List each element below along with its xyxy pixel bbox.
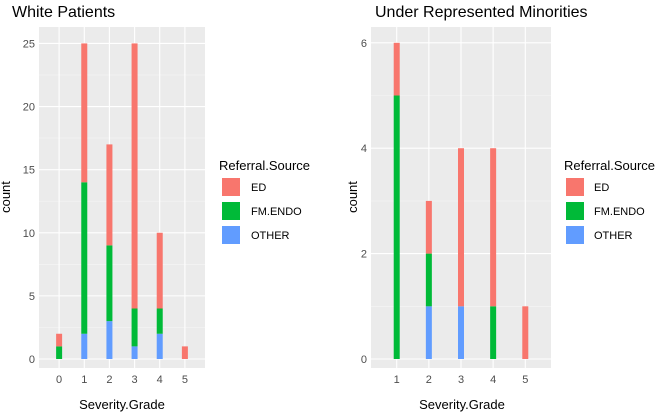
chart-title-minorities: Under Represented Minorities xyxy=(375,4,588,21)
bar-fm-endo-grade-4 xyxy=(490,306,497,359)
legend-swatch-ed xyxy=(566,178,584,196)
bar-other-grade-1 xyxy=(81,333,88,359)
bars xyxy=(393,42,529,359)
x-tick-label: 4 xyxy=(490,374,496,386)
legend-minorities: Referral.Source ED FM.ENDO OTHER xyxy=(564,158,655,244)
x-tick-label: 0 xyxy=(56,374,62,386)
bar-other-grade-3 xyxy=(131,346,138,359)
white-patients-chart: White Patients 0 5 10 15 20 25 0 1 2 3 4 5 Severit… xyxy=(0,4,205,412)
bar-ed-grade-1 xyxy=(81,43,88,183)
legend-label-other: OTHER xyxy=(251,230,290,242)
y-tick-label: 6 xyxy=(361,38,367,50)
bar-ed-grade-2 xyxy=(106,144,113,246)
y-tick-label: 10 xyxy=(23,228,35,240)
x-tick-label: 2 xyxy=(426,374,432,386)
y-tick-label: 20 xyxy=(23,102,35,114)
x-axis-label: Severity.Grade xyxy=(419,397,505,412)
legend-label-fm-endo: FM.ENDO xyxy=(251,206,302,218)
bar-fm-endo-grade-3 xyxy=(131,308,138,347)
bar-ed-grade-5 xyxy=(181,346,188,359)
legend-white-patients: Referral.Source ED FM.ENDO OTHER xyxy=(219,158,310,244)
legend-label-ed: ED xyxy=(594,182,609,194)
x-tick-label: 3 xyxy=(132,374,138,386)
bar-fm-endo-grade-2 xyxy=(425,253,432,307)
bar-fm-endo-grade-1 xyxy=(81,182,88,334)
bar-other-grade-2 xyxy=(425,306,432,359)
legend-swatch-other xyxy=(566,226,584,244)
bar-ed-grade-5 xyxy=(522,306,529,359)
legend-label-ed: ED xyxy=(251,182,266,194)
y-tick-label: 15 xyxy=(23,165,35,177)
legend-title: Referral.Source xyxy=(564,158,655,173)
y-tick-labels: 0 2 4 6 xyxy=(361,38,367,366)
bar-other-grade-3 xyxy=(458,306,464,359)
bar-ed-grade-3 xyxy=(131,43,138,309)
bar-fm-endo-grade-4 xyxy=(156,308,163,334)
y-axis-label: count xyxy=(345,181,360,213)
bar-ed-grade-4 xyxy=(156,232,163,309)
x-tick-labels: 0 1 2 3 4 5 xyxy=(56,374,188,386)
y-tick-label: 5 xyxy=(29,291,35,303)
x-tick-label: 1 xyxy=(81,374,87,386)
x-tick-label: 5 xyxy=(182,374,188,386)
bar-other-grade-4 xyxy=(156,333,163,359)
chart-title-white-patients: White Patients xyxy=(12,4,115,21)
bar-fm-endo-grade-1 xyxy=(393,95,400,359)
x-tick-label: 5 xyxy=(522,374,528,386)
x-tick-label: 1 xyxy=(394,374,400,386)
y-tick-label: 0 xyxy=(29,354,35,366)
y-tick-label: 0 xyxy=(361,354,367,366)
legend-swatch-fm-endo xyxy=(222,202,240,220)
bar-ed-grade-0 xyxy=(56,333,63,347)
legend-swatch-other xyxy=(222,226,240,244)
bar-other-grade-2 xyxy=(106,321,113,359)
legend-swatch-ed xyxy=(222,178,240,196)
legend-title: Referral.Source xyxy=(219,158,310,173)
x-tick-label: 2 xyxy=(106,374,112,386)
bar-ed-grade-3 xyxy=(458,148,464,307)
y-tick-label: 4 xyxy=(361,143,367,155)
y-tick-labels: 0 5 10 15 20 25 xyxy=(23,38,35,366)
legend-swatch-fm-endo xyxy=(566,202,584,220)
x-tick-label: 4 xyxy=(157,374,163,386)
bars xyxy=(56,43,188,359)
bar-fm-endo-grade-0 xyxy=(56,346,63,359)
y-axis-label: count xyxy=(0,181,13,213)
bar-ed-grade-1 xyxy=(393,42,400,96)
y-tick-label: 25 xyxy=(23,38,35,50)
x-tick-label: 3 xyxy=(458,374,464,386)
x-tick-labels: 1 2 3 4 5 xyxy=(394,374,529,386)
legend-label-fm-endo: FM.ENDO xyxy=(594,206,645,218)
x-axis-label: Severity.Grade xyxy=(79,397,165,412)
bar-fm-endo-grade-2 xyxy=(106,245,113,322)
bar-ed-grade-4 xyxy=(490,148,497,307)
y-tick-label: 2 xyxy=(361,249,367,261)
legend-label-other: OTHER xyxy=(594,230,633,242)
bar-ed-grade-2 xyxy=(425,200,432,254)
plot-background xyxy=(39,27,205,368)
